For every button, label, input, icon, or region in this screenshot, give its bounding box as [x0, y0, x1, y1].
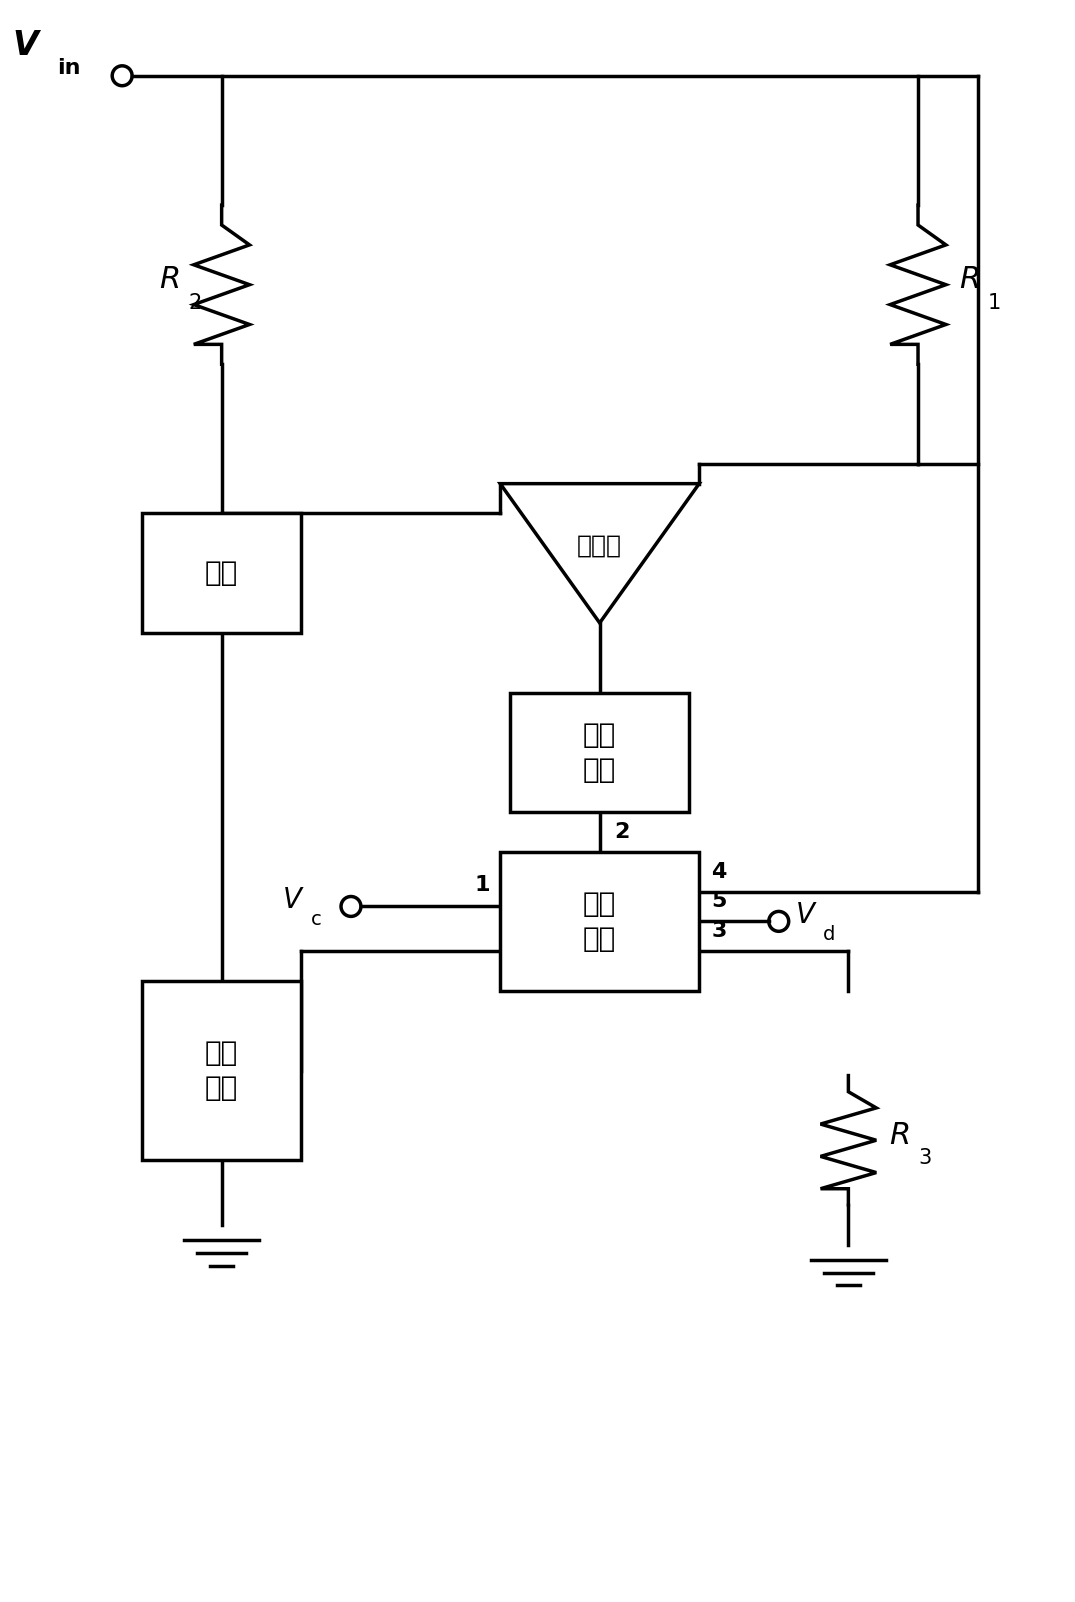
- Bar: [142, 514, 301, 633]
- Text: 5: 5: [712, 891, 727, 912]
- Text: 3: 3: [712, 921, 727, 942]
- Text: 负载: 负载: [205, 559, 239, 588]
- Text: V: V: [284, 886, 302, 915]
- Text: 1: 1: [474, 875, 490, 894]
- Text: 1: 1: [988, 293, 1001, 312]
- Polygon shape: [500, 484, 699, 623]
- Text: 3: 3: [918, 1149, 932, 1168]
- Text: in: in: [57, 58, 81, 78]
- Text: 比较器: 比较器: [577, 533, 622, 557]
- Bar: [500, 852, 699, 992]
- Text: R: R: [959, 266, 980, 295]
- Text: d: d: [822, 924, 835, 944]
- Text: V: V: [796, 902, 815, 929]
- Text: c: c: [311, 910, 321, 929]
- Text: 逻辑
电路: 逻辑 电路: [583, 721, 616, 783]
- Text: 2: 2: [614, 822, 629, 841]
- Text: 驱动
电路: 驱动 电路: [205, 1040, 239, 1102]
- Text: R: R: [159, 266, 181, 295]
- Text: R: R: [889, 1121, 911, 1150]
- Text: 4: 4: [712, 862, 727, 881]
- Bar: [511, 692, 689, 812]
- Text: 2: 2: [188, 293, 201, 312]
- Text: 控制
电路: 控制 电路: [583, 891, 616, 953]
- Text: V: V: [13, 29, 39, 62]
- Bar: [142, 980, 301, 1160]
